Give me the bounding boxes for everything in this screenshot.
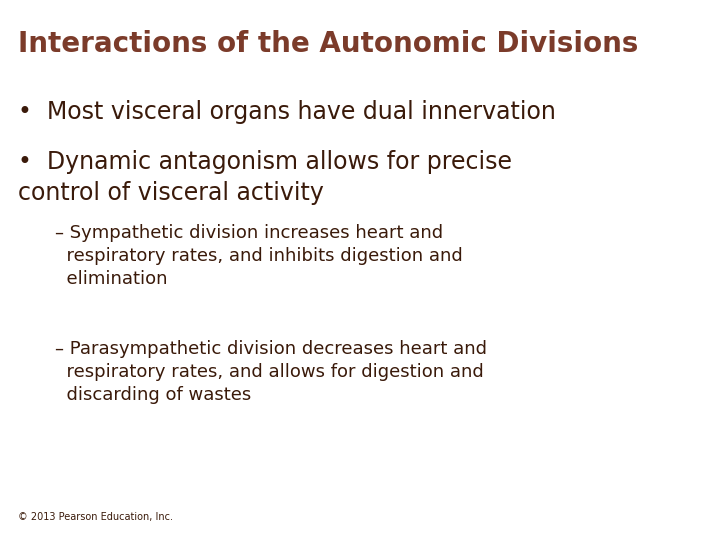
- Text: Interactions of the Autonomic Divisions: Interactions of the Autonomic Divisions: [18, 30, 639, 58]
- Text: •  Dynamic antagonism allows for precise
control of visceral activity: • Dynamic antagonism allows for precise …: [18, 150, 512, 205]
- Text: – Sympathetic division increases heart and
  respiratory rates, and inhibits dig: – Sympathetic division increases heart a…: [55, 224, 463, 288]
- Text: – Parasympathetic division decreases heart and
  respiratory rates, and allows f: – Parasympathetic division decreases hea…: [55, 340, 487, 404]
- Text: © 2013 Pearson Education, Inc.: © 2013 Pearson Education, Inc.: [18, 512, 173, 522]
- Text: •  Most visceral organs have dual innervation: • Most visceral organs have dual innerva…: [18, 100, 556, 124]
